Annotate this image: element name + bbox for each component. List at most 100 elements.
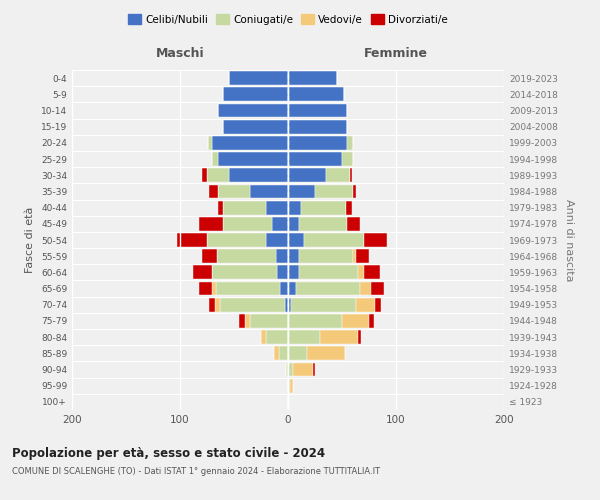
- Bar: [199, 217, 223, 230]
- Bar: [250, 314, 288, 328]
- Bar: [177, 233, 207, 247]
- Bar: [280, 282, 288, 296]
- Bar: [288, 71, 337, 85]
- Bar: [199, 282, 212, 296]
- Bar: [320, 330, 358, 344]
- Bar: [288, 362, 293, 376]
- Text: Femmine: Femmine: [364, 48, 428, 60]
- Bar: [229, 71, 288, 85]
- Bar: [350, 168, 352, 182]
- Bar: [220, 298, 285, 312]
- Bar: [215, 298, 220, 312]
- Bar: [218, 200, 223, 214]
- Bar: [313, 362, 315, 376]
- Bar: [293, 362, 313, 376]
- Bar: [193, 266, 212, 280]
- Bar: [299, 217, 347, 230]
- Bar: [223, 120, 288, 134]
- Bar: [266, 200, 288, 214]
- Legend: Celibi/Nubili, Coniugati/e, Vedovi/e, Divorziati/e: Celibi/Nubili, Coniugati/e, Vedovi/e, Di…: [124, 10, 452, 29]
- Bar: [223, 88, 288, 101]
- Bar: [217, 250, 276, 263]
- Bar: [212, 136, 288, 149]
- Bar: [288, 168, 326, 182]
- Bar: [288, 184, 315, 198]
- Bar: [301, 200, 346, 214]
- Bar: [277, 266, 288, 280]
- Bar: [299, 250, 353, 263]
- Bar: [209, 184, 218, 198]
- Bar: [353, 250, 356, 263]
- Bar: [371, 282, 384, 296]
- Bar: [245, 314, 250, 328]
- Bar: [288, 314, 342, 328]
- Bar: [361, 282, 371, 296]
- Bar: [288, 120, 347, 134]
- Text: COMUNE DI SCALENGHE (TO) - Dati ISTAT 1° gennaio 2024 - Elaborazione TUTTITALIA.: COMUNE DI SCALENGHE (TO) - Dati ISTAT 1°…: [12, 468, 380, 476]
- Bar: [212, 282, 215, 296]
- Bar: [291, 298, 356, 312]
- Bar: [299, 266, 358, 280]
- Bar: [285, 298, 288, 312]
- Bar: [364, 266, 380, 280]
- Bar: [276, 250, 288, 263]
- Bar: [218, 184, 250, 198]
- Bar: [261, 330, 266, 344]
- Bar: [266, 330, 288, 344]
- Bar: [288, 379, 290, 392]
- Bar: [288, 217, 299, 230]
- Bar: [202, 168, 207, 182]
- Bar: [307, 346, 345, 360]
- Bar: [215, 282, 280, 296]
- Bar: [342, 314, 369, 328]
- Bar: [346, 200, 352, 214]
- Bar: [288, 346, 307, 360]
- Y-axis label: Anni di nascita: Anni di nascita: [563, 198, 574, 281]
- Bar: [356, 250, 369, 263]
- Bar: [239, 314, 245, 328]
- Bar: [304, 233, 364, 247]
- Bar: [209, 298, 215, 312]
- Bar: [342, 152, 353, 166]
- Bar: [358, 266, 364, 280]
- Bar: [202, 250, 217, 263]
- Bar: [288, 282, 296, 296]
- Bar: [212, 266, 277, 280]
- Bar: [288, 152, 342, 166]
- Bar: [212, 152, 218, 166]
- Bar: [326, 168, 350, 182]
- Bar: [364, 233, 388, 247]
- Bar: [288, 266, 299, 280]
- Bar: [288, 233, 304, 247]
- Bar: [250, 184, 288, 198]
- Bar: [376, 298, 381, 312]
- Bar: [315, 184, 353, 198]
- Bar: [369, 314, 374, 328]
- Bar: [288, 200, 301, 214]
- Bar: [290, 379, 293, 392]
- Bar: [280, 346, 288, 360]
- Bar: [218, 104, 288, 118]
- Bar: [288, 104, 347, 118]
- Y-axis label: Fasce di età: Fasce di età: [25, 207, 35, 273]
- Text: Maschi: Maschi: [155, 48, 205, 60]
- Bar: [266, 233, 288, 247]
- Bar: [347, 136, 353, 149]
- Bar: [288, 330, 320, 344]
- Bar: [353, 184, 356, 198]
- Bar: [223, 200, 266, 214]
- Bar: [288, 298, 291, 312]
- Bar: [223, 217, 272, 230]
- Bar: [288, 250, 299, 263]
- Bar: [356, 298, 376, 312]
- Bar: [207, 168, 229, 182]
- Bar: [296, 282, 361, 296]
- Bar: [274, 346, 280, 360]
- Bar: [347, 217, 361, 230]
- Bar: [207, 233, 266, 247]
- Bar: [358, 330, 361, 344]
- Bar: [288, 136, 347, 149]
- Bar: [288, 88, 344, 101]
- Bar: [208, 136, 212, 149]
- Bar: [229, 168, 288, 182]
